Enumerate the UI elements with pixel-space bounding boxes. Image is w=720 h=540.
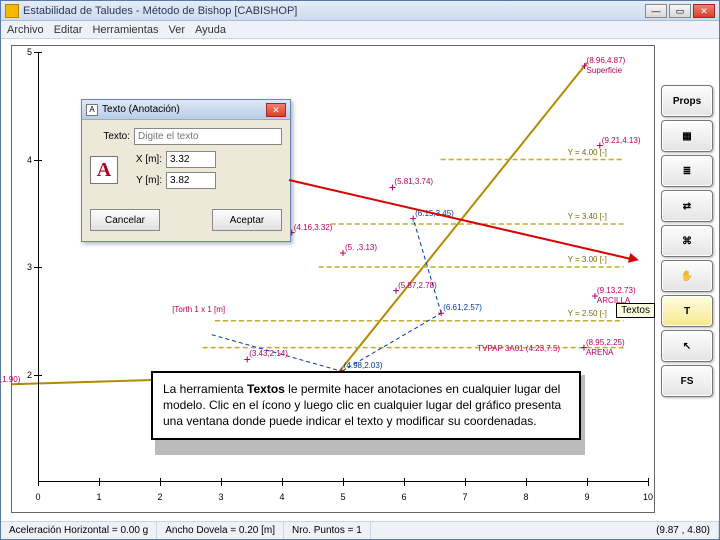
menu-ayuda[interactable]: Ayuda (195, 24, 226, 36)
instr-pre: La herramienta (163, 382, 247, 396)
menu-ver[interactable]: Ver (168, 24, 185, 36)
x-tick-label: 4 (279, 492, 284, 502)
tool-cursor[interactable]: ↖ (661, 330, 713, 362)
font-preview-icon[interactable]: A (90, 156, 118, 184)
x-input[interactable] (166, 151, 216, 168)
window-title: Estabilidad de Taludes - Método de Bisho… (23, 5, 645, 17)
point-label: (8.96,4.87) (587, 56, 626, 65)
strata-label: Y = 2.50 [-] (568, 309, 607, 318)
status-puntos: Nro. Puntos = 1 (284, 522, 371, 539)
point-label: (4.16,3.32) (294, 223, 333, 232)
tool-tooltip: Textos (616, 303, 655, 318)
x-tick-label: 3 (218, 492, 223, 502)
x-tick-label: 1 (96, 492, 101, 502)
text-dialog: A Texto (Anotación) ✕ Texto: A X [m]: (81, 99, 291, 242)
tool-layers[interactable]: ≣ (661, 155, 713, 187)
status-accel: Aceleración Horizontal = 0.00 g (1, 522, 157, 539)
y-input[interactable] (166, 172, 216, 189)
x-tick-label: 5 (340, 492, 345, 502)
workarea: 2 3 4 5 0 1 2 3 4 5 6 7 8 9 10 Y = 4.00 [-] Y = 3.40 [-]… (1, 39, 719, 521)
toolbox: Props▦≣⇄⌘✋TTextos↖FS (661, 85, 715, 397)
x-tick-label: 2 (157, 492, 162, 502)
x-tick-label: 7 (462, 492, 467, 502)
tool-fs[interactable]: FS (661, 365, 713, 397)
strata-label: Y = 3.00 [-] (568, 255, 607, 264)
point-label: (5.81,3.74) (394, 177, 433, 186)
torth-label: [Torth 1 x 1 [m] (172, 305, 225, 314)
instruction-box: La herramienta Textos le permite hacer a… (151, 371, 581, 440)
menubar: Archivo Editar Herramientas Ver Ayuda (1, 21, 719, 39)
statusbar: Aceleración Horizontal = 0.00 g Ancho Do… (1, 521, 719, 539)
point-label: (8.95,2.25) (586, 338, 625, 347)
x-tick-label: 6 (401, 492, 406, 502)
strata-label: Y = 4.00 [-] (568, 148, 607, 157)
x-tick-label: 9 (584, 492, 589, 502)
dialog-titlebar[interactable]: A Texto (Anotación) ✕ (82, 100, 290, 120)
x-tick-label: 10 (643, 492, 653, 502)
app-icon (5, 4, 19, 18)
app-window: Estabilidad de Taludes - Método de Bisho… (0, 0, 720, 540)
x-tick-label: 8 (523, 492, 528, 502)
point-label: (4.98,2.03) (344, 361, 383, 370)
menu-herramientas[interactable]: Herramientas (92, 24, 158, 36)
text-input[interactable] (134, 128, 282, 145)
tool-analyze[interactable]: ⌘ (661, 225, 713, 257)
point-label: (-1.00,1.90) (0, 375, 20, 384)
cancel-button[interactable]: Cancelar (90, 209, 160, 231)
dialog-title: Texto (Anotación) (102, 104, 266, 115)
accept-button[interactable]: Aceptar (212, 209, 282, 231)
point-label: (9.21,4.13) (602, 136, 641, 145)
dialog-icon: A (86, 104, 98, 116)
status-coords: (9.87 , 4.80) (648, 522, 719, 539)
tool-grid[interactable]: ▦ (661, 120, 713, 152)
minimize-button[interactable]: — (645, 4, 667, 18)
x-label: X [m]: (122, 154, 162, 165)
status-dovela: Ancho Dovela = 0.20 [m] (157, 522, 284, 539)
tvpap-label: TVPAP 3A01 (4.23,7.5) (477, 344, 560, 353)
y-tick-label: 2 (20, 370, 32, 380)
titlebar: Estabilidad de Taludes - Método de Bisho… (1, 1, 719, 21)
point-label: (6.61,2.57) (443, 303, 482, 312)
tool-water[interactable]: ⇄ (661, 190, 713, 222)
point-sublabel: Superficie (587, 66, 623, 75)
maximize-button[interactable]: ▭ (669, 4, 691, 18)
x-tick-label: 0 (35, 492, 40, 502)
strata-label: Y = 3.40 [-] (568, 212, 607, 221)
dialog-close-button[interactable]: ✕ (266, 103, 286, 117)
instr-bold: Textos (247, 382, 285, 396)
point-label: (5. ,3.13) (345, 243, 377, 252)
y-tick-label: 3 (20, 262, 32, 272)
y-label: Y [m]: (122, 175, 162, 186)
point-sublabel: ARENA (586, 348, 614, 357)
y-tick-label: 5 (20, 47, 32, 57)
point-label: (9.13,2.73) (597, 286, 636, 295)
menu-archivo[interactable]: Archivo (7, 24, 44, 36)
close-button[interactable]: ✕ (693, 4, 715, 18)
point-label: (5.87,2.78) (398, 281, 437, 290)
point-label: (3.43,2.14) (249, 349, 288, 358)
y-tick-label: 4 (20, 155, 32, 165)
text-label: Texto: (90, 131, 130, 142)
tool-props[interactable]: Props (661, 85, 713, 117)
tool-text[interactable]: T (661, 295, 713, 327)
menu-editar[interactable]: Editar (54, 24, 83, 36)
tool-hand[interactable]: ✋ (661, 260, 713, 292)
